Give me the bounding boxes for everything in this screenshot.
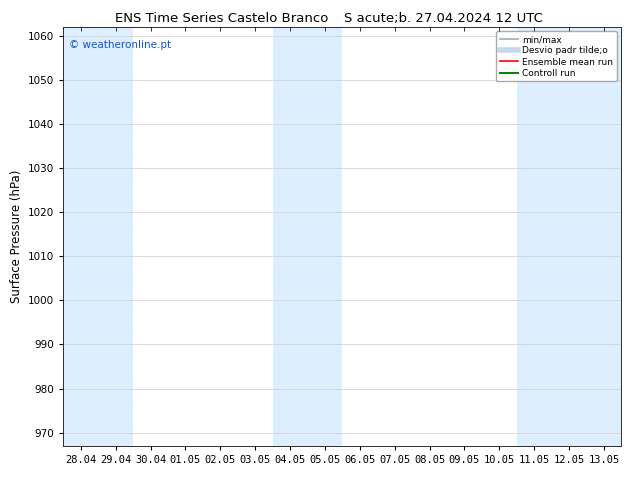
Bar: [63, 27, 133, 446]
Bar: [273, 27, 342, 446]
Text: © weatheronline.pt: © weatheronline.pt: [69, 40, 171, 49]
Legend: min/max, Desvio padr tilde;o, Ensemble mean run, Controll run: min/max, Desvio padr tilde;o, Ensemble m…: [496, 31, 617, 81]
Bar: [517, 27, 621, 446]
Y-axis label: Surface Pressure (hPa): Surface Pressure (hPa): [10, 170, 23, 303]
Text: ENS Time Series Castelo Branco: ENS Time Series Castelo Branco: [115, 12, 328, 25]
Text: S acute;b. 27.04.2024 12 UTC: S acute;b. 27.04.2024 12 UTC: [344, 12, 543, 25]
